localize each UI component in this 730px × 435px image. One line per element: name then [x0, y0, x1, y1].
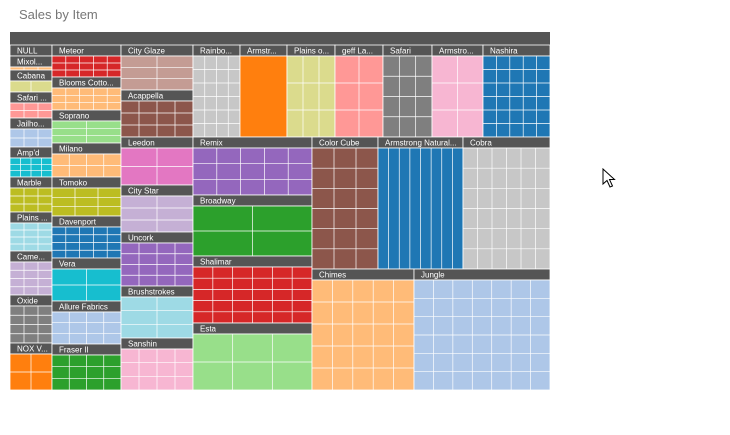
treemap-tile[interactable]: Blooms Cotto...: [51, 76, 122, 111]
tile-label: Fraser II: [59, 346, 89, 355]
treemap-tile[interactable]: Armstro...: [431, 44, 484, 138]
tile-label: Milano: [59, 145, 83, 154]
tile-label: Came...: [17, 253, 45, 262]
tile-body: [311, 279, 415, 391]
tile-body: [51, 55, 122, 78]
treemap-tile[interactable]: Davenport: [51, 215, 122, 259]
treemap-tile[interactable]: Uncork: [120, 231, 194, 287]
treemap-tile[interactable]: Marble: [9, 176, 53, 213]
treemap-tile[interactable]: Jailho...: [9, 117, 53, 148]
treemap-tile[interactable]: Mixol...: [9, 55, 53, 71]
treemap-tile[interactable]: City Glaze: [120, 44, 194, 91]
tile-label: Armstrong Natural...: [385, 139, 457, 148]
treemap-tile[interactable]: Safari ...: [9, 91, 53, 119]
tile-label: Safari ...: [17, 94, 47, 103]
tile-label: Plains o...: [294, 47, 329, 56]
tile-body: [51, 187, 122, 217]
tile-label: Vera: [59, 260, 76, 269]
treemap-tile[interactable]: Sanshin: [120, 337, 194, 391]
tile-body: [51, 87, 122, 111]
tile-body: [9, 187, 53, 213]
treemap-tile[interactable]: Nashira: [482, 44, 551, 138]
tile-body: [239, 55, 288, 138]
tile-label: Amp'd: [17, 149, 39, 158]
tile-label: Uncork: [128, 234, 154, 243]
treemap-tile[interactable]: Remix: [192, 136, 313, 196]
tile-label: NULL: [17, 47, 38, 56]
treemap-tile[interactable]: Armstr...: [239, 44, 288, 138]
tile-label: Meteor: [59, 47, 84, 56]
treemap-tile[interactable]: Safari: [382, 44, 433, 138]
tile-label: Tomoko: [59, 179, 88, 188]
tile-label: Color Cube: [319, 139, 360, 148]
treemap-tile[interactable]: Meteor: [51, 44, 122, 78]
tile-label: geff La...: [342, 47, 373, 56]
tile-label: Remix: [200, 139, 223, 148]
treemap-tile[interactable]: Allure Fabrics: [51, 300, 122, 345]
treemap-tile[interactable]: Oxide: [9, 294, 53, 344]
tile-label: City Glaze: [128, 47, 165, 56]
treemap-tile[interactable]: Jungle: [413, 268, 551, 391]
treemap-tile[interactable]: Acappella: [120, 89, 194, 138]
tile-label: Blooms Cotto...: [59, 79, 114, 88]
tile-label: Jungle: [421, 271, 445, 280]
treemap-tile[interactable]: Fraser II: [51, 343, 122, 391]
tile-label: City Star: [128, 187, 159, 196]
treemap-tile[interactable]: Leedon: [120, 136, 194, 186]
treemap-tile[interactable]: Chimes: [311, 268, 415, 391]
treemap-tile[interactable]: Armstrong Natural...: [377, 136, 464, 270]
mouse-cursor-icon: [602, 168, 616, 188]
treemap-tile[interactable]: geff La...: [334, 44, 384, 138]
treemap-tile[interactable]: Broadway: [192, 194, 313, 257]
treemap-tile[interactable]: Tomoko: [51, 176, 122, 217]
tile-label: Esta: [200, 325, 217, 334]
treemap-tile[interactable]: Brushstrokes: [120, 285, 194, 339]
treemap-tile[interactable]: Cabana: [9, 69, 53, 93]
treemap-tile[interactable]: Esta: [192, 322, 313, 391]
tile-label: Cabana: [17, 72, 46, 81]
treemap-tile[interactable]: Soprano: [51, 109, 122, 144]
tile-label: Jailho...: [17, 120, 45, 129]
tile-label: Soprano: [59, 112, 90, 121]
treemap-tile[interactable]: Vera: [51, 257, 122, 302]
treemap-tile[interactable]: Came...: [9, 250, 53, 296]
tile-body: [192, 147, 313, 196]
tile-label: Sanshin: [128, 340, 157, 349]
tile-label: Plains ...: [17, 214, 48, 223]
treemap-tile[interactable]: NULL: [9, 44, 53, 57]
chart-title: Sales by Item: [19, 7, 98, 22]
tile-label: Cobra: [470, 139, 492, 148]
tile-label: Marble: [17, 179, 42, 188]
treemap-root-header: [10, 32, 550, 45]
treemap-tile[interactable]: Cobra: [462, 136, 551, 270]
treemap-tile[interactable]: Milano: [51, 142, 122, 178]
tile-label: Brushstrokes: [128, 288, 175, 297]
tile-label: Davenport: [59, 218, 97, 227]
tile-body: [286, 55, 336, 138]
tile-label: Allure Fabrics: [59, 303, 108, 312]
treemap-tile[interactable]: NOX V...: [9, 342, 53, 391]
tile-label: Oxide: [17, 297, 38, 306]
treemap-tile[interactable]: City Star: [120, 184, 194, 233]
treemap-tile[interactable]: Plains o...: [286, 44, 336, 138]
treemap-tile[interactable]: Color Cube: [311, 136, 379, 270]
treemap-tile[interactable]: Rainbo...: [192, 44, 241, 138]
tile-label: Shalimar: [200, 258, 232, 267]
tile-label: Armstr...: [247, 47, 277, 56]
tile-label: Rainbo...: [200, 47, 232, 56]
treemap-tile[interactable]: Amp'd: [9, 146, 53, 178]
tile-label: Mixol...: [17, 58, 42, 67]
treemap-tile[interactable]: Shalimar: [192, 255, 313, 324]
tile-label: Armstro...: [439, 47, 474, 56]
tile-body: [9, 66, 53, 71]
tile-label: Chimes: [319, 271, 346, 280]
tile-label: Broadway: [200, 197, 236, 206]
tile-label: Acappella: [128, 92, 164, 101]
tile-label: Safari: [390, 47, 411, 56]
tile-label: Leedon: [128, 139, 155, 148]
tile-label: Nashira: [490, 47, 518, 56]
tile-label: NOX V...: [17, 345, 48, 354]
treemap-tile[interactable]: Plains ...: [9, 211, 53, 252]
